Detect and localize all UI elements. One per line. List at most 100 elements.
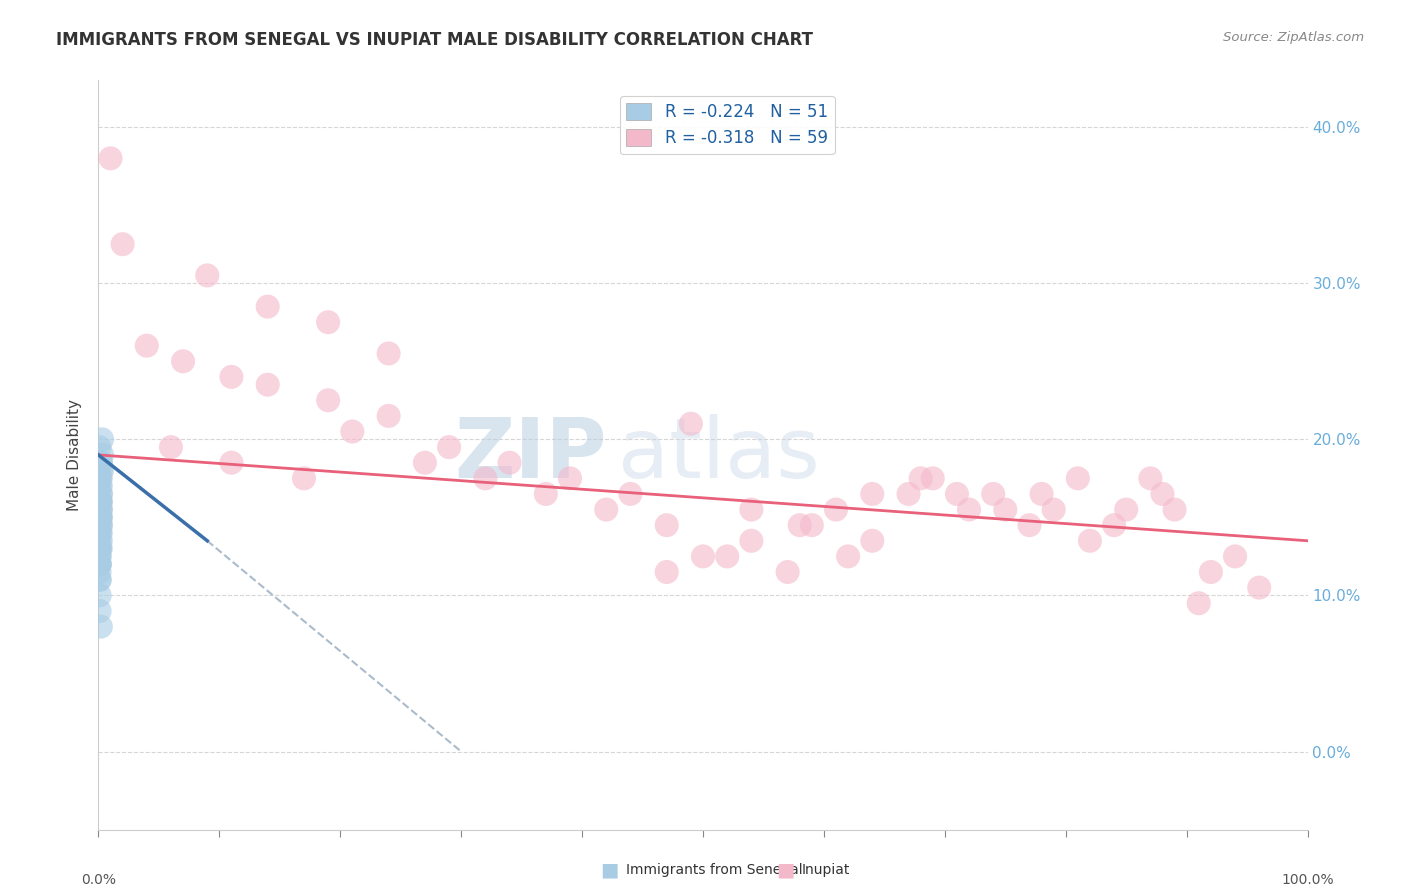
Point — [498, 456, 520, 470]
Point — [90, 533, 112, 548]
Legend: R = -0.224   N = 51, R = -0.318   N = 59: R = -0.224 N = 51, R = -0.318 N = 59 — [620, 96, 835, 154]
Point — [89, 541, 111, 556]
Point — [534, 487, 557, 501]
Point — [377, 409, 399, 423]
Point — [1102, 518, 1125, 533]
Point — [957, 502, 980, 516]
Point — [1018, 518, 1040, 533]
Point — [89, 510, 111, 524]
Point — [90, 619, 112, 633]
Point — [1152, 487, 1174, 501]
Point — [910, 471, 932, 485]
Point — [89, 471, 111, 485]
Text: Source: ZipAtlas.com: Source: ZipAtlas.com — [1223, 31, 1364, 45]
Point — [160, 440, 183, 454]
Point — [89, 557, 111, 572]
Point — [195, 268, 218, 283]
Point — [89, 525, 111, 540]
Point — [981, 487, 1004, 501]
Point — [89, 557, 111, 572]
Text: Immigrants from Senegal: Immigrants from Senegal — [626, 863, 803, 877]
Point — [716, 549, 738, 564]
Point — [91, 432, 114, 446]
Point — [89, 510, 111, 524]
Point — [90, 471, 112, 485]
Text: IMMIGRANTS FROM SENEGAL VS INUPIAT MALE DISABILITY CORRELATION CHART: IMMIGRANTS FROM SENEGAL VS INUPIAT MALE … — [56, 31, 813, 49]
Point — [89, 494, 111, 508]
Point — [1199, 565, 1222, 579]
Point — [1115, 502, 1137, 516]
Point — [90, 479, 112, 493]
Point — [825, 502, 848, 516]
Point — [221, 369, 243, 384]
Point — [89, 589, 111, 603]
Text: atlas: atlas — [619, 415, 820, 495]
Point — [1188, 596, 1211, 610]
Point — [90, 487, 112, 501]
Point — [89, 525, 111, 540]
Point — [595, 502, 617, 516]
Point — [90, 456, 112, 470]
Point — [1163, 502, 1185, 516]
Point — [292, 471, 315, 485]
Point — [679, 417, 702, 431]
Point — [89, 573, 111, 587]
Point — [89, 502, 111, 516]
Point — [89, 479, 111, 493]
Point — [619, 487, 641, 501]
Point — [91, 448, 114, 462]
Point — [740, 533, 762, 548]
Point — [1223, 549, 1246, 564]
Point — [90, 518, 112, 533]
Text: ■: ■ — [776, 860, 794, 880]
Point — [1031, 487, 1053, 501]
Text: ■: ■ — [600, 860, 619, 880]
Point — [90, 510, 112, 524]
Point — [655, 565, 678, 579]
Text: Inupiat: Inupiat — [801, 863, 849, 877]
Point — [1042, 502, 1064, 516]
Point — [692, 549, 714, 564]
Point — [221, 456, 243, 470]
Text: 0.0%: 0.0% — [82, 873, 115, 887]
Point — [90, 525, 112, 540]
Point — [90, 510, 112, 524]
Point — [89, 557, 111, 572]
Point — [256, 377, 278, 392]
Point — [90, 487, 112, 501]
Point — [1078, 533, 1101, 548]
Point — [89, 494, 111, 508]
Point — [1067, 471, 1090, 485]
Point — [789, 518, 811, 533]
Point — [655, 518, 678, 533]
Point — [89, 541, 111, 556]
Point — [89, 549, 111, 564]
Point — [90, 456, 112, 470]
Point — [172, 354, 194, 368]
Point — [256, 300, 278, 314]
Text: 100.0%: 100.0% — [1281, 873, 1334, 887]
Point — [90, 494, 112, 508]
Point — [413, 456, 436, 470]
Point — [90, 502, 112, 516]
Point — [316, 315, 339, 329]
Point — [90, 494, 112, 508]
Point — [89, 541, 111, 556]
Point — [135, 338, 157, 352]
Point — [89, 604, 111, 618]
Point — [89, 533, 111, 548]
Y-axis label: Male Disability: Male Disability — [67, 399, 83, 511]
Point — [860, 487, 883, 501]
Point — [90, 541, 112, 556]
Point — [90, 464, 112, 478]
Point — [800, 518, 823, 533]
Point — [89, 549, 111, 564]
Point — [860, 533, 883, 548]
Point — [377, 346, 399, 360]
Point — [946, 487, 969, 501]
Point — [91, 464, 114, 478]
Point — [90, 518, 112, 533]
Point — [342, 425, 364, 439]
Point — [740, 502, 762, 516]
Point — [837, 549, 859, 564]
